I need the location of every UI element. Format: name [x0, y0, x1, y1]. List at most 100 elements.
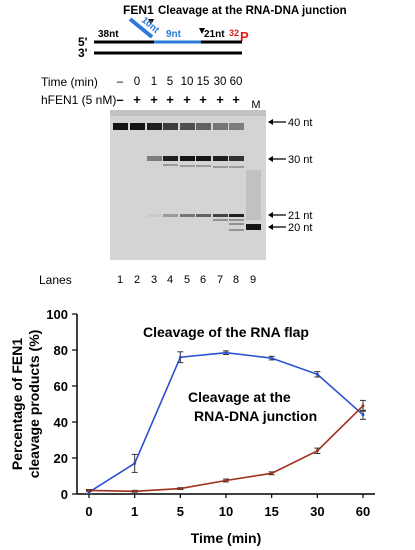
- lane-number: 7: [217, 274, 223, 286]
- data-point: [270, 471, 274, 475]
- size-marker-label: 21 nt: [288, 210, 312, 222]
- enzyme-presence: +: [199, 92, 207, 107]
- gel-band-minor: [196, 165, 211, 167]
- seg-21-label: 21nt: [204, 29, 225, 40]
- gel-band-nt40: [229, 123, 244, 130]
- y-tick-label: 100: [46, 307, 68, 322]
- seg-38-label: 38nt: [98, 29, 119, 40]
- gel-band-nt21: [229, 214, 244, 217]
- radiolabel-number: 32: [229, 28, 239, 38]
- gel-band-nt20: [246, 224, 261, 230]
- enzyme-presence: +: [232, 92, 240, 107]
- x-axis-title: Time (min): [191, 530, 262, 546]
- lane-number: 3: [151, 274, 157, 286]
- gel-band-minor: [229, 229, 244, 231]
- lane-number: 8: [233, 274, 239, 286]
- gel-background: [110, 110, 266, 260]
- x-tick-label: 1: [131, 504, 138, 519]
- cleavage-title: Cleavage at the RNA-DNA junction: [158, 5, 347, 17]
- three-prime-end-label: 3': [78, 46, 88, 60]
- gel-band-nt30: [163, 156, 178, 161]
- time-value: 15: [197, 76, 210, 88]
- gel-band-nt40: [130, 123, 145, 130]
- marker-smear: [246, 170, 261, 220]
- y-tick-label: 0: [61, 487, 68, 502]
- gel-band-nt40: [113, 123, 128, 130]
- series-label-junction-line1: Cleavage at the: [188, 389, 291, 405]
- data-point: [224, 351, 228, 355]
- data-point: [315, 449, 319, 453]
- seg-9-label: 9nt: [166, 29, 182, 40]
- time-value: 60: [230, 76, 243, 88]
- data-point: [315, 372, 319, 376]
- enzyme-presence: +: [133, 92, 141, 107]
- gel-band-nt40: [180, 123, 195, 130]
- enzyme-presence: +: [216, 92, 224, 107]
- gel-band-nt30: [213, 156, 228, 161]
- data-point: [178, 487, 182, 491]
- gel-band-minor: [229, 166, 244, 168]
- gel-band-minor: [213, 166, 228, 168]
- time-value: 1: [151, 76, 157, 88]
- gel-band-minor: [229, 223, 244, 225]
- time-value: 10: [181, 76, 194, 88]
- gel-band-nt30: [196, 156, 211, 161]
- y-axis-title-line2: cleavage products (%): [26, 330, 42, 479]
- series-label-rna-flap: Cleavage of the RNA flap: [143, 324, 309, 340]
- x-tick-label: 30: [310, 504, 324, 519]
- cleavage-arrow-icon: [148, 19, 154, 25]
- gel-band-nt21: [196, 214, 211, 217]
- lane-number: 6: [200, 274, 206, 286]
- y-tick-label: 20: [54, 451, 68, 466]
- junction-cleavage-arrow-icon: [199, 28, 205, 34]
- data-point: [270, 356, 274, 360]
- data-point: [361, 413, 365, 417]
- gel-band-nt40: [213, 123, 228, 130]
- size-marker-arrowhead-icon: [268, 224, 273, 230]
- enzyme-presence: +: [166, 92, 174, 107]
- lane-number: 1: [117, 274, 123, 286]
- x-tick-label: 15: [264, 504, 278, 519]
- size-marker-arrowhead-icon: [268, 212, 273, 218]
- enzyme-presence: –: [116, 92, 123, 107]
- gel-well-row: [110, 110, 266, 116]
- x-tick-label: 10: [219, 504, 233, 519]
- gel-band-nt21: [180, 214, 195, 217]
- y-tick-label: 40: [54, 415, 68, 430]
- time-value: –: [117, 76, 124, 88]
- x-tick-label: 0: [85, 504, 92, 519]
- radiolabel-p: P: [240, 29, 249, 44]
- y-tick-label: 80: [54, 343, 68, 358]
- gel-band-nt21: [163, 214, 178, 217]
- substrate-schematic: FEN1 Cleavage at the RNA-DNA junction 10…: [78, 3, 347, 60]
- gel-image: [110, 110, 266, 260]
- series-label-junction-line2: RNA-DNA junction: [194, 408, 317, 424]
- x-tick-label: 60: [356, 504, 370, 519]
- gel-band-nt30: [229, 156, 244, 161]
- time-value: 5: [167, 76, 173, 88]
- enzyme-presence: +: [183, 92, 191, 107]
- five-prime-end-label: 5': [78, 35, 88, 49]
- time-value: 0: [134, 76, 140, 88]
- rna-flap-strand: [128, 17, 154, 39]
- gel-band-minor: [163, 164, 178, 166]
- size-marker-arrowhead-icon: [268, 119, 273, 125]
- size-marker-arrowhead-icon: [268, 156, 273, 162]
- data-point: [87, 488, 91, 492]
- gel-band-nt40: [196, 123, 211, 130]
- data-point: [178, 355, 182, 359]
- lane-number: 5: [184, 274, 190, 286]
- y-axis-title: Percentage of FEN1cleavage products (%): [9, 330, 42, 479]
- lane-number: 4: [167, 274, 173, 286]
- size-marker-label: 20 nt: [288, 222, 312, 234]
- gel-band-minor: [229, 219, 244, 221]
- time-value: 30: [214, 76, 227, 88]
- size-marker-label: 40 nt: [288, 117, 312, 129]
- gel-band-nt21: [213, 214, 228, 217]
- gel-band-nt30: [180, 156, 195, 161]
- data-point: [133, 489, 137, 493]
- enzyme-presence: +: [150, 92, 158, 107]
